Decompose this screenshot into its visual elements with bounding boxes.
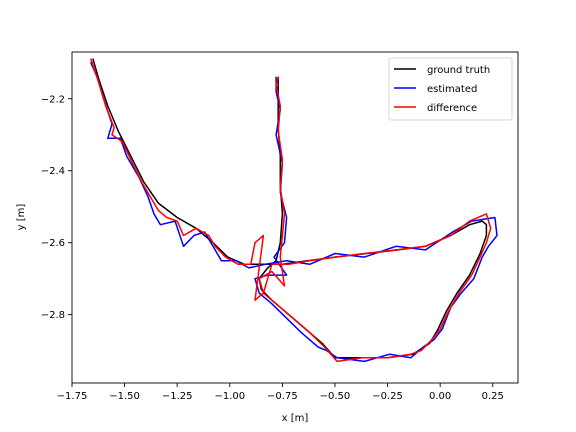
x-tick-label: 0.25 xyxy=(482,391,504,402)
x-axis-ticks: −1.75 −1.50 −1.25 −1.00 −0.75 −0.50 −0.25 0.00 0… xyxy=(57,383,504,402)
legend: ground truth estimated difference xyxy=(388,57,513,121)
plot-frame xyxy=(71,51,519,384)
legend-label-estimated: estimated xyxy=(427,84,477,95)
x-axis-label: x [m] xyxy=(282,413,309,424)
y-axis-label: y [m] xyxy=(16,204,27,231)
x-tick-label: −0.25 xyxy=(372,391,403,402)
x-tick-label: −0.50 xyxy=(320,391,351,402)
legend-label-difference: difference xyxy=(427,103,477,114)
series-line-estimated xyxy=(90,62,498,363)
y-tick-label: −2.6 xyxy=(41,238,65,249)
y-tick-label: −2.8 xyxy=(41,310,65,321)
x-tick-label: −1.00 xyxy=(214,391,245,402)
series-layer xyxy=(90,58,498,363)
x-tick-label: −1.25 xyxy=(162,391,193,402)
y-tick-label: −2.2 xyxy=(41,94,65,105)
legend-label-ground-truth: ground truth xyxy=(427,65,490,76)
x-tick-label: −0.75 xyxy=(267,391,298,402)
y-axis-ticks: −2.8 −2.6 −2.4 −2.2 xyxy=(41,94,72,321)
x-tick-label: −1.75 xyxy=(57,391,88,402)
x-tick-label: −1.50 xyxy=(109,391,140,402)
series-line-difference xyxy=(90,58,492,363)
legend-box xyxy=(388,57,513,121)
y-tick-label: −2.4 xyxy=(41,166,65,177)
x-tick-label: 0.00 xyxy=(429,391,451,402)
